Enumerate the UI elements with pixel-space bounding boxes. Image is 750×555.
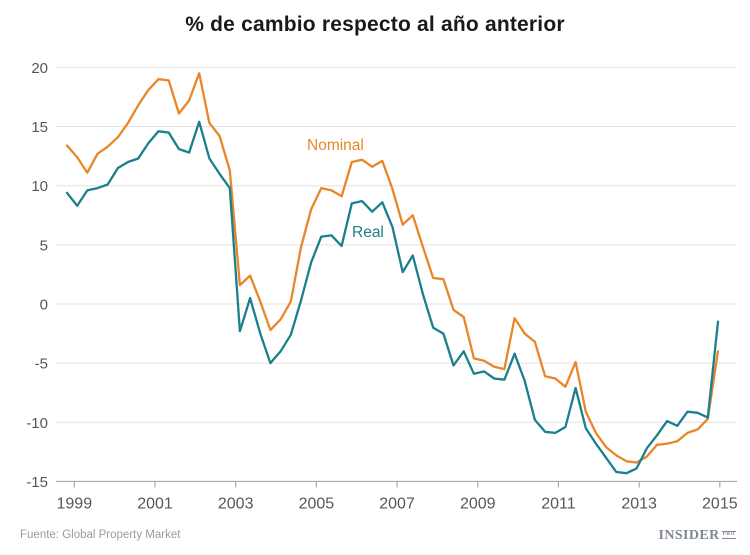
logo-text: INSIDER — [658, 528, 720, 543]
y-tick-label: 15 — [31, 119, 48, 136]
y-tick-label: 5 — [40, 237, 48, 254]
insiderpro-logo: INSIDER PRO — [658, 528, 736, 544]
source-note: Fuente: Global Property Market — [20, 529, 181, 541]
x-tick-label: 2009 — [460, 495, 496, 512]
y-tick-label: 0 — [40, 297, 48, 314]
y-tick-label: 20 — [31, 60, 48, 77]
series-line-real — [65, 120, 720, 475]
x-tick-label: 2003 — [218, 495, 254, 512]
x-tick-label: 2013 — [621, 495, 657, 512]
x-tick-label: 2001 — [137, 495, 173, 512]
series-label-nominal: Nominal — [307, 137, 364, 154]
y-tick-label: 10 — [31, 178, 48, 195]
y-tick-label: -5 — [35, 356, 48, 373]
x-tick-label: 1999 — [57, 495, 93, 512]
series-label-real: Real — [352, 224, 384, 241]
y-tick-label: -10 — [26, 415, 48, 432]
x-tick-label: 2007 — [379, 495, 415, 512]
y-tick-label: -15 — [26, 474, 48, 491]
x-tick-label: 2015 — [702, 495, 738, 512]
logo-suffix: PRO — [721, 530, 736, 539]
x-tick-label: 2005 — [299, 495, 335, 512]
x-tick-label: 2011 — [541, 495, 576, 512]
series-line-nominal — [65, 72, 720, 464]
chart-title: % de cambio respecto al año anterior — [185, 13, 565, 36]
